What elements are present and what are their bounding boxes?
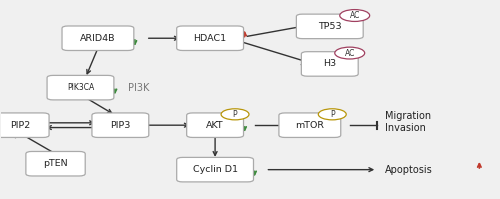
Text: PIP3: PIP3 xyxy=(110,121,130,130)
Text: HDAC1: HDAC1 xyxy=(194,34,226,43)
FancyBboxPatch shape xyxy=(186,113,244,138)
Circle shape xyxy=(340,10,370,21)
Text: H3: H3 xyxy=(323,60,336,68)
Text: PIP2: PIP2 xyxy=(10,121,31,130)
Circle shape xyxy=(318,109,346,120)
Text: P: P xyxy=(232,110,237,119)
FancyBboxPatch shape xyxy=(47,75,114,100)
Text: P: P xyxy=(330,110,334,119)
FancyBboxPatch shape xyxy=(296,14,363,39)
FancyBboxPatch shape xyxy=(176,26,244,51)
Text: ARID4B: ARID4B xyxy=(80,34,116,43)
Text: pTEN: pTEN xyxy=(43,159,68,168)
Text: AC: AC xyxy=(344,49,355,58)
FancyBboxPatch shape xyxy=(279,113,340,138)
FancyBboxPatch shape xyxy=(26,151,85,176)
Text: Migration
Invasion: Migration Invasion xyxy=(384,111,431,133)
Text: PI3K: PI3K xyxy=(128,83,149,93)
Text: Cyclin D1: Cyclin D1 xyxy=(192,165,238,174)
FancyBboxPatch shape xyxy=(62,26,134,51)
FancyBboxPatch shape xyxy=(92,113,149,138)
Text: AC: AC xyxy=(350,11,360,20)
Text: Apoptosis: Apoptosis xyxy=(384,165,432,175)
FancyBboxPatch shape xyxy=(302,52,358,76)
Text: AKT: AKT xyxy=(206,121,224,130)
Text: TP53: TP53 xyxy=(318,22,342,31)
Circle shape xyxy=(221,109,249,120)
FancyBboxPatch shape xyxy=(0,113,49,138)
FancyBboxPatch shape xyxy=(176,157,254,182)
Text: mTOR: mTOR xyxy=(296,121,324,130)
Text: PIK3CA: PIK3CA xyxy=(67,83,94,92)
Circle shape xyxy=(335,47,364,59)
